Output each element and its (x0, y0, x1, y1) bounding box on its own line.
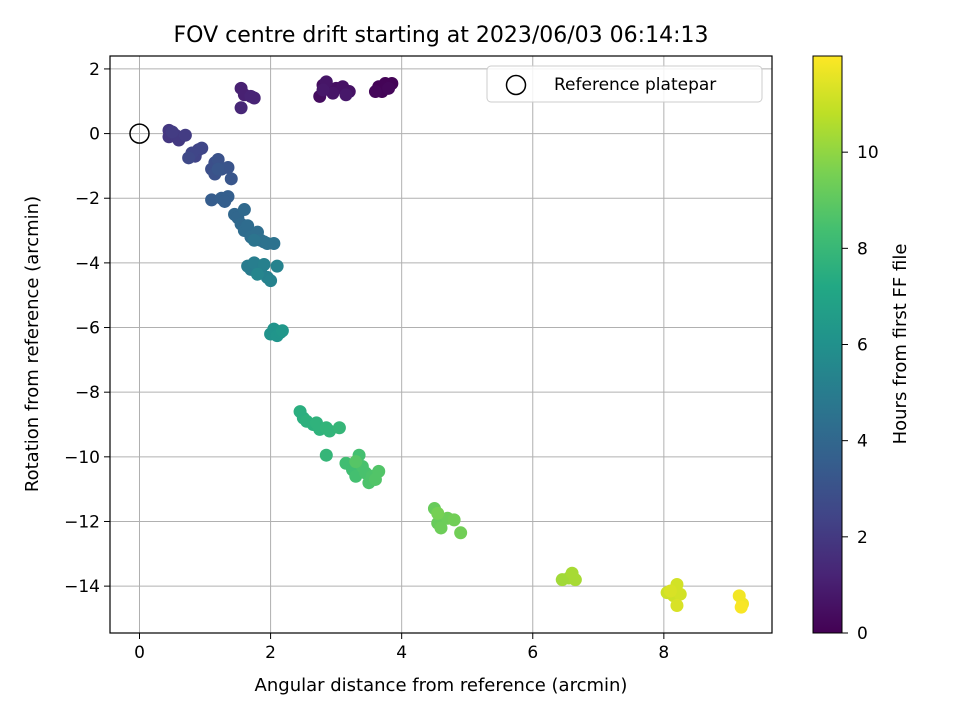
data-point (267, 236, 281, 250)
y-tick-label: 0 (89, 125, 100, 145)
data-point (434, 521, 448, 535)
legend-box (486, 65, 763, 103)
data-point (270, 259, 284, 273)
chart-title: FOV centre drift starting at 2023/06/03 … (174, 23, 709, 48)
data-point (182, 151, 196, 165)
colorbar: 0 2 4 6 8 10 Hours from first FF file (812, 55, 911, 644)
data-point (275, 324, 289, 338)
data-point (349, 455, 363, 469)
data-point (316, 83, 330, 97)
plot-frame (109, 55, 773, 634)
legend-label: Reference platepar (554, 75, 716, 95)
data-point (339, 88, 353, 102)
data-point (247, 233, 261, 247)
x-tick-label: 8 (658, 643, 669, 663)
colorbar-tick-label: 10 (857, 143, 879, 163)
data-point (323, 424, 337, 438)
y-tick-label: −4 (75, 254, 100, 274)
data-point (382, 81, 396, 95)
data-point (241, 219, 255, 233)
data-point (221, 161, 235, 175)
x-tick-label: 2 (265, 643, 276, 663)
data-point (349, 469, 363, 483)
colorbar-tick-label: 4 (857, 432, 868, 452)
x-tick-label: 4 (396, 643, 407, 663)
data-point (211, 162, 225, 176)
x-tick-label: 6 (527, 643, 538, 663)
x-tick-label: 0 (134, 643, 145, 663)
data-point (431, 506, 445, 520)
data-point (234, 101, 248, 115)
legend-marker-icon (505, 74, 527, 96)
data-point (368, 85, 382, 99)
data-point (237, 203, 251, 217)
data-point (165, 125, 179, 139)
y-tick-label: −2 (75, 189, 100, 209)
colorbar-tick-label: 8 (857, 239, 868, 259)
data-point (247, 91, 261, 105)
data-point (319, 448, 333, 462)
data-point (205, 193, 219, 207)
data-point (264, 274, 278, 288)
data-point (663, 584, 677, 598)
reference-marker (129, 123, 150, 144)
colorbar-tick-label: 6 (857, 336, 868, 356)
data-point (447, 513, 461, 527)
data-point (734, 600, 748, 614)
data-points (162, 75, 750, 614)
x-axis-label: Angular distance from reference (arcmin) (255, 675, 628, 696)
colorbar-gradient (812, 55, 843, 634)
y-axis-label: Rotation from reference (arcmin) (22, 196, 43, 492)
legend: Reference platepar (486, 65, 763, 103)
data-point (218, 194, 232, 208)
data-point (326, 86, 340, 100)
data-point (332, 421, 346, 435)
y-tick-label: −6 (75, 319, 100, 339)
data-point (250, 267, 264, 281)
y-tick-label: 2 (89, 60, 100, 80)
colorbar-ticks: 0 2 4 6 8 10 (842, 143, 879, 644)
colorbar-tick-label: 2 (857, 528, 868, 548)
data-point (673, 587, 687, 601)
data-point (224, 172, 238, 186)
y-tick-label: −14 (64, 577, 100, 597)
reference-point (129, 123, 150, 144)
colorbar-tick-label: 0 (857, 624, 868, 644)
grid-lines (110, 56, 772, 633)
y-axis-ticks: 2 0 −2 −4 −6 −8 −10 −12 −14 (64, 60, 110, 597)
y-tick-label: −8 (75, 383, 100, 403)
x-axis-ticks: 0 2 4 6 8 (134, 633, 669, 663)
data-point (257, 257, 271, 271)
y-tick-label: −10 (64, 448, 100, 468)
data-point (568, 573, 582, 587)
data-point (670, 599, 684, 613)
colorbar-label: Hours from first FF file (890, 244, 911, 445)
data-point (247, 256, 261, 270)
data-point (372, 464, 386, 478)
data-point (178, 128, 192, 142)
data-point (195, 141, 209, 155)
data-point (454, 526, 468, 540)
y-tick-label: −12 (64, 512, 100, 532)
